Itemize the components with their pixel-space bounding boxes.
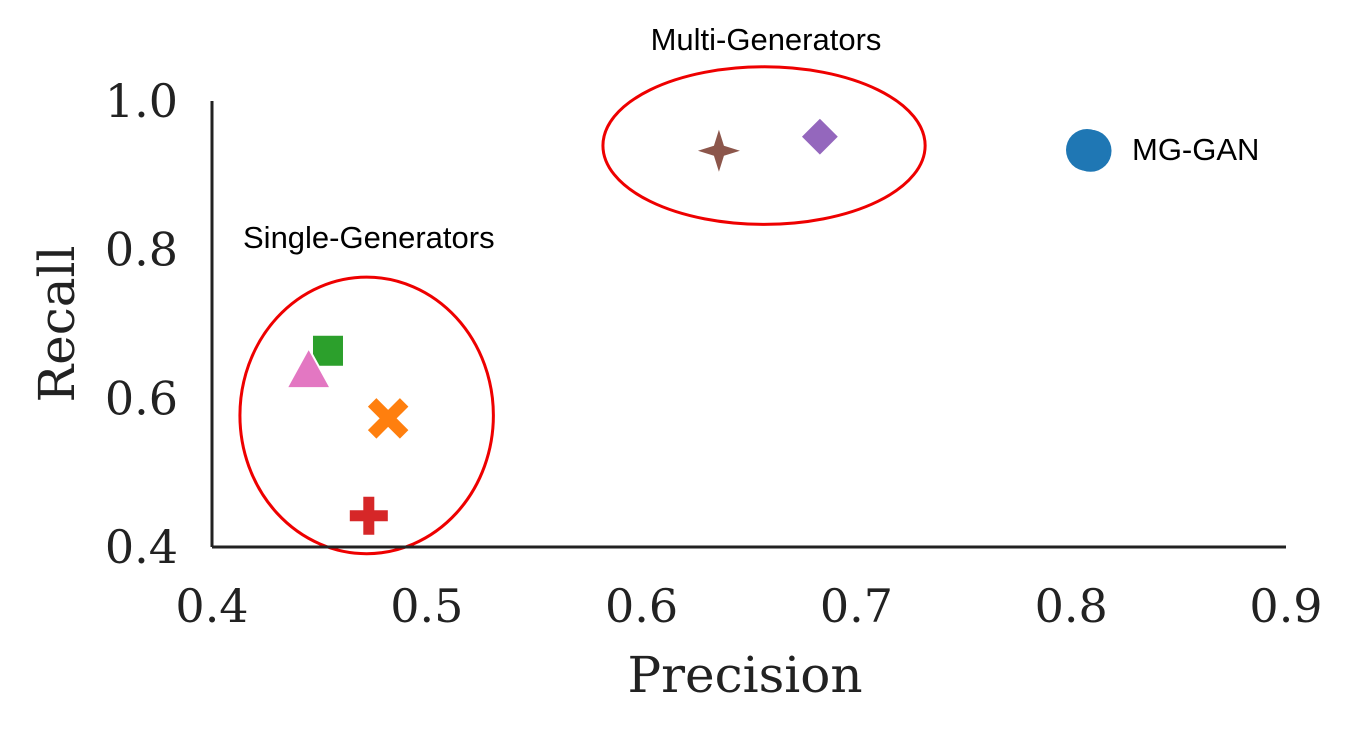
single-generators-label: Single-Generators: [243, 220, 495, 255]
point-x-marker: [367, 398, 409, 439]
y-tick-labels: 0.4 0.6 0.8 1.0: [105, 74, 178, 574]
x-tick-label: 0.7: [820, 579, 893, 633]
multi-generators-ellipse: [601, 65, 927, 226]
point-plus-marker: [349, 496, 388, 535]
x-axis-title: Precision: [627, 646, 862, 704]
y-tick-label: 0.6: [105, 371, 178, 425]
y-tick-label: 0.4: [105, 520, 178, 574]
point-star-marker: [697, 129, 740, 172]
annotations-layer: Multi-Generators Single-Generators: [238, 22, 927, 556]
legend-label-mg-gan: MG-GAN: [1132, 132, 1259, 167]
multi-generators-label: Multi-Generators: [651, 22, 882, 57]
x-tick-label: 0.4: [175, 579, 248, 633]
data-points: [284, 116, 1112, 535]
legend-marker-mg-gan: [1066, 129, 1108, 171]
x-tick-label: 0.6: [605, 579, 678, 633]
x-tick-label: 0.9: [1249, 579, 1322, 633]
x-tick-label: 0.8: [1035, 579, 1108, 633]
point-diamond-marker: [799, 116, 840, 157]
y-tick-label: 1.0: [105, 74, 178, 128]
x-tick-labels: 0.4 0.5 0.6 0.7 0.8 0.9: [175, 579, 1322, 633]
point-square-marker: [310, 333, 345, 368]
legend: MG-GAN: [1066, 129, 1259, 171]
axes: [210, 101, 1286, 549]
y-axis-title: Recall: [28, 245, 86, 402]
single-generators-ellipse: [238, 275, 495, 556]
x-tick-label: 0.5: [390, 579, 463, 633]
point-triangle-marker: [284, 346, 333, 390]
y-tick-label: 0.8: [105, 223, 178, 277]
